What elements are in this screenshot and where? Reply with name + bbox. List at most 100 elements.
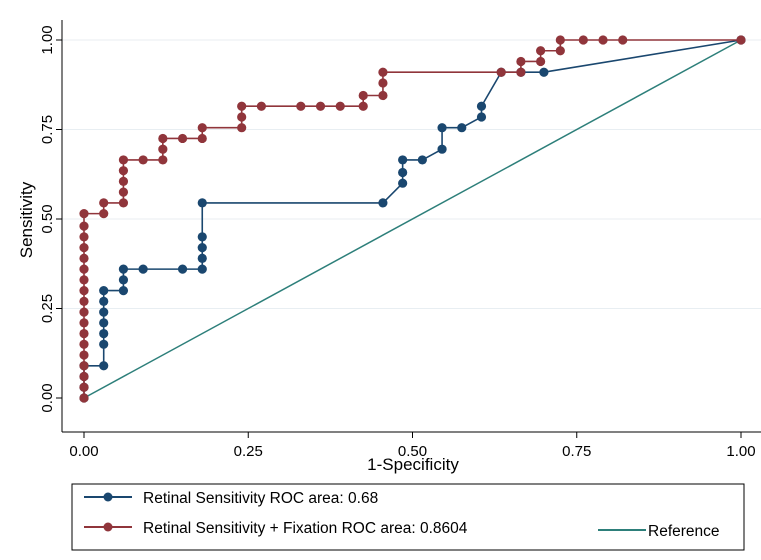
data-point [335,101,345,111]
x-tick-label: 0.25 [234,443,263,460]
data-point [79,350,89,360]
data-point [138,155,148,165]
data-point [256,101,266,111]
data-point [358,101,368,111]
data-point [79,296,89,306]
x-axis-ticks: 0.00 0.25 0.50 0.75 1.00 [69,432,756,460]
data-point [516,67,526,77]
data-point [79,361,89,371]
data-point [237,123,247,133]
data-point [457,123,467,133]
y-tick-label: 0.75 [39,115,56,144]
data-point [197,198,207,208]
data-point [99,198,109,208]
data-point [358,90,368,101]
data-point [555,35,565,45]
legend-marker-retinal-sensitivity [103,492,113,502]
data-point [197,243,207,253]
data-point [99,286,109,296]
y-tick-label: 0.25 [39,294,56,323]
data-point [79,371,89,382]
data-point [138,264,148,274]
data-point [296,101,306,111]
data-point [598,35,608,45]
series-2 [83,39,742,399]
data-point [437,144,447,154]
data-point [539,67,549,77]
data-point [118,264,129,274]
data-point [378,67,388,77]
data-point [99,318,109,328]
x-tick-label: 0.50 [398,443,427,460]
legend-label-retinal-sensitivity: Retinal Sensitivity ROC area: 0.68 [143,490,378,507]
data-point [158,133,168,144]
data-point [79,221,89,231]
x-tick-label: 0.75 [562,443,591,460]
legend-label-reference: Reference [648,523,720,540]
data-point [99,361,109,371]
data-point [118,176,129,187]
data-point [158,155,168,165]
data-point [197,253,207,263]
data-point [398,167,408,178]
data-point [437,123,447,133]
data-point [79,232,89,242]
data-point [618,35,628,45]
data-point [158,144,168,154]
y-tick-label: 1.00 [39,25,56,54]
data-point [197,123,207,133]
data-point [79,307,89,317]
data-point [118,198,129,208]
legend-frame [71,483,745,551]
data-point [118,166,129,176]
data-point [118,275,129,285]
data-point [99,307,109,317]
data-point [398,178,408,188]
data-point [398,155,408,165]
data-point [99,296,109,306]
data-point [79,339,89,349]
y-tick-label: 0.50 [39,204,56,233]
data-point [79,318,89,328]
data-point [177,133,188,144]
data-point [578,35,588,45]
data-point [315,101,326,111]
x-tick-label: 0.00 [69,443,98,460]
data-point [79,275,89,285]
y-tick-label: 0.00 [39,383,56,412]
data-point [536,56,546,67]
data-point [736,35,746,45]
plot-background [62,20,761,432]
data-point [118,286,129,296]
data-point [79,328,89,339]
data-point [197,232,207,242]
data-point [378,78,388,88]
data-point [79,264,89,274]
data-point [516,56,526,67]
legend-marker-retinal-sensitivity-fixation [103,522,113,532]
data-point [476,101,487,111]
data-point [536,46,546,56]
series-layer [79,35,746,403]
data-point [79,209,89,219]
data-point [555,46,565,56]
data-point [99,328,109,339]
data-point [79,382,89,392]
x-axis-title: 1-Specificity [367,455,459,474]
legend-label-retinal-sensitivity-fixation: Retinal Sensitivity + Fixation ROC area:… [143,520,468,537]
data-point [237,101,247,111]
data-point [118,187,129,197]
data-point [476,112,487,122]
data-point [197,264,207,274]
y-axis-title: Sensitivity [17,181,36,258]
data-point [79,253,89,263]
data-point [197,133,207,144]
data-point [79,286,89,296]
x-tick-label: 1.00 [726,443,755,460]
data-point [417,155,427,165]
data-point [79,393,89,403]
data-point [99,339,109,349]
series-1 [79,35,746,403]
data-point [237,112,247,122]
